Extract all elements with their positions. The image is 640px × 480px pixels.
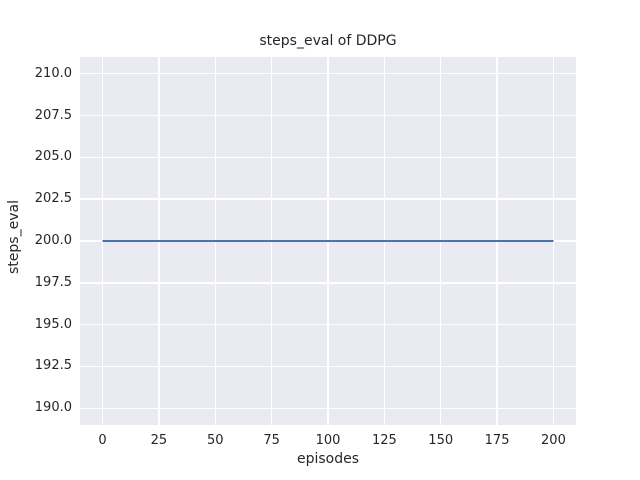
x-tick-label: 150	[428, 433, 454, 448]
x-axis-label: episodes	[296, 451, 360, 467]
y-gridline	[80, 407, 576, 409]
x-tick-label: 175	[484, 433, 510, 448]
x-tick-label: 75	[263, 433, 280, 448]
y-tick-label: 202.5	[34, 191, 72, 207]
y-tick-label: 200.0	[34, 233, 72, 248]
y-tick-label: 210.0	[34, 65, 72, 81]
x-tick-label: 125	[371, 433, 397, 448]
chart-title: steps_eval of DDPG	[259, 33, 397, 49]
y-gridline	[80, 73, 576, 75]
x-tick-label: 200	[541, 433, 566, 448]
x-tick-label: 25	[150, 433, 168, 448]
y-gridline	[80, 282, 576, 284]
y-tick-label: 195.0	[34, 316, 72, 332]
y-gridline	[80, 323, 576, 326]
line-series	[102, 240, 554, 242]
y-gridline	[80, 198, 576, 200]
y-tick-label: 207.5	[34, 107, 72, 123]
x-tick-label: 0	[98, 433, 107, 448]
y-axis-label: steps_eval	[6, 200, 22, 274]
y-tick-label: 205.0	[34, 149, 72, 165]
y-tick-label: 192.5	[34, 358, 72, 374]
x-tick-label: 50	[206, 433, 224, 448]
plot-area	[80, 57, 576, 425]
y-tick-label: 197.5	[34, 274, 72, 290]
y-gridline	[80, 365, 576, 368]
x-tick-label: 100	[315, 433, 341, 448]
y-gridline	[80, 156, 576, 159]
y-tick-label: 190.0	[34, 400, 72, 416]
y-gridline	[80, 114, 576, 117]
